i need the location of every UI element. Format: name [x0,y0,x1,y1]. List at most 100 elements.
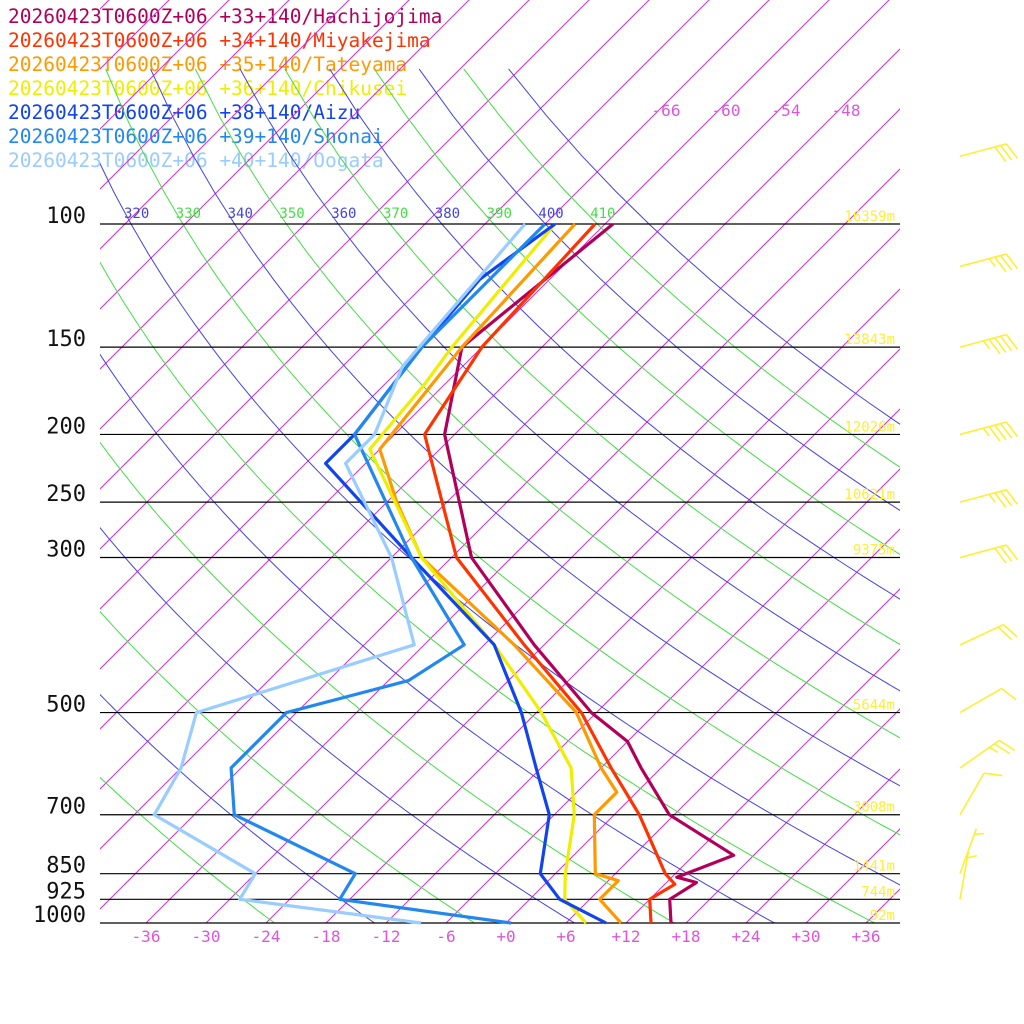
dry-adiabat [373,68,900,556]
isotherm [986,0,1024,923]
pressure-label: 300 [46,538,86,563]
isotherm [685,708,900,923]
legend-entry: 20260423T0600Z+06 +35+140/Tateyama [8,53,408,76]
temperature-tick-label: +24 [732,927,761,946]
height-label: 10621m [844,487,895,503]
isotherm [100,0,110,10]
dry-adiabat [418,68,900,512]
temperature-tick-label: +30 [792,927,821,946]
isotherm [385,408,900,923]
isotherm-lines [0,0,1024,923]
theta-label: 370 [383,206,408,222]
theta-label: 320 [124,206,149,222]
height-label: 13843m [844,332,895,348]
dry-adiabat [194,68,900,739]
isotherm-label: -48 [832,101,861,120]
wind-barb [959,488,1019,508]
isotherm [100,0,410,310]
pressure-label: 100 [46,204,86,229]
temperature-tick-label: +36 [852,927,881,946]
height-labels: 16359m 13843m 12026m 10621m 9375m 5644m 3008m 1… [844,209,895,924]
series-line-1 [443,222,736,924]
isotherm [926,0,1024,923]
temperature-tick-label: -24 [252,927,281,946]
isotherm [100,0,470,370]
wind-barb [959,421,1019,442]
pressure-label: 1000 [33,903,86,928]
series-line-7 [152,222,527,925]
dry-adiabat [100,526,576,923]
theta-label: 360 [331,206,356,222]
temperature-tick-label: +0 [496,927,515,946]
wind-barbs [959,143,1019,900]
isotherm [100,0,350,250]
series-line-6 [229,222,547,925]
series-line-3 [378,222,623,925]
isotherm-label: -54 [772,101,801,120]
series-line-4 [368,222,588,925]
series-line-2 [423,222,677,924]
isotherm-top-labels: -66 -60 -54 -48 [652,101,861,120]
wind-barb [959,851,978,900]
isotherm [505,528,900,923]
height-label: 3008m [853,800,895,816]
temperature-tick-label: +12 [612,927,641,946]
temperature-tick-label: -12 [372,927,401,946]
wind-barb [959,544,1019,564]
wind-barb [959,333,1019,355]
height-label: 744m [861,884,895,900]
height-label: 12026m [844,419,895,435]
isotherm [565,588,900,923]
height-label: 5644m [853,698,895,714]
isotherm [100,108,900,910]
dry-adiabat [239,68,900,692]
temperature-tick-label: +18 [672,927,701,946]
height-label: 16359m [844,209,895,225]
isotherm [205,228,900,923]
plot-area [0,0,1024,923]
pressure-label: 500 [46,693,86,718]
wind-barb [959,253,1019,273]
dry-adiabat [508,68,900,425]
pressure-label: 850 [46,854,86,879]
isotherm [0,0,404,923]
pressure-label: 925 [46,879,86,904]
dry-adiabat [329,68,900,600]
legend-entry: 20260423T0600Z+06 +33+140/Hachijojima [8,5,443,28]
height-label: 92m [870,908,895,924]
isotherm [865,888,900,923]
isotherm-label: -60 [712,101,741,120]
wind-barb [959,687,1017,714]
dry-adiabat [100,162,900,886]
legend-entry: 20260423T0600Z+06 +34+140/Miyakejima [8,29,431,52]
dry-adiabat [100,693,376,923]
isotherm [265,288,900,923]
temperature-tick-label: -30 [192,927,221,946]
height-label: 1441m [853,859,895,875]
height-label: 9375m [853,543,895,559]
isotherm [805,828,900,923]
isotherm [325,348,900,923]
temperature-tick-label: -18 [312,927,341,946]
theta-label: 400 [538,206,563,222]
legend-entry: 20260423T0600Z+06 +39+140/Shonai [8,125,384,148]
dry-adiabat [100,261,876,923]
isotherm [100,0,230,130]
temperature-tick-label: -36 [132,927,161,946]
theta-label: 390 [487,206,512,222]
isotherm [445,468,900,923]
legend-entry: 20260423T0600Z+06 +38+140/Aizu [8,101,361,124]
wind-barb [959,623,1018,646]
pressure-label: 700 [46,795,86,820]
wind-barb [959,739,1016,769]
wind-barb [959,772,1003,816]
theta-labels: 320 330 340 350 360 370 380 390 400 410 [124,206,615,222]
theta-label: 350 [279,206,304,222]
sounding-profiles [152,222,736,925]
wind-barb [959,828,985,874]
dry-adiabat [150,68,900,787]
dry-adiabat [100,776,276,923]
dry-adiabat [100,353,776,923]
